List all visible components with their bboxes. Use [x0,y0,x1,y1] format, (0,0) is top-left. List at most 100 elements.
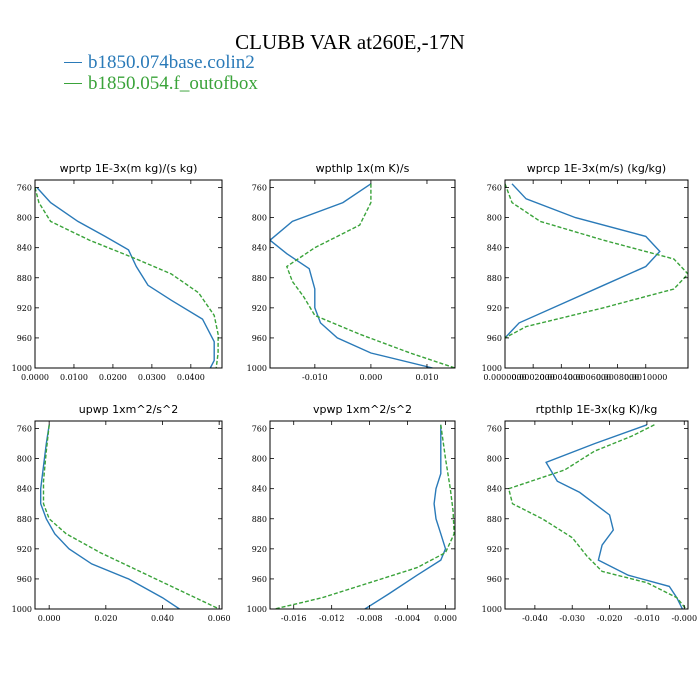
y-tick-label: 960 [17,575,32,584]
chart-panel: upwp 1xm^2/s^2 760 800 840 880 920 960 1000 0.00… [12,403,231,623]
x-tick-label: -0.000 [671,614,697,623]
chart-panel: wprtp 1E-3x(m kg)/(s kg) 760 800 840 880 920 9… [12,162,223,382]
y-tick-label: 840 [17,244,32,253]
plot-frame [34,179,223,369]
y-tick-label: 840 [252,244,267,253]
x-tick-label: 0.040 [151,614,174,623]
y-tick-label: 960 [252,575,267,584]
y-tick-label: 960 [17,334,32,343]
figure-title: CLUBB VAR at260E,-17N [235,30,465,54]
series-line [270,183,433,368]
legend-label: b1850.054.f_outofbox [88,73,258,94]
x-tick-label: 0.060 [208,614,231,623]
x-tick-label: 0.0000 [21,373,49,382]
y-tick-label: 880 [252,515,267,524]
plot-frame [269,420,456,610]
series-line [545,424,684,609]
y-tick-label: 1000 [12,605,32,614]
x-tick-label: 0.0300 [138,373,166,382]
x-tick-label: -0.008 [357,614,383,623]
x-tick-label: 0.0002000 [512,373,555,382]
x-tick-label: -0.020 [597,614,623,623]
panel-title: wprtp 1E-3x(m kg)/(s kg) [60,162,198,175]
x-tick-label: 0.0400 [177,373,205,382]
legend: b1850.074base.colin2 b1850.054.f_outofbo… [64,52,258,94]
chart-panel: rtpthlp 1E-3x(kg K)/kg 760 800 840 880 920 960… [482,403,697,623]
y-tick-label: 840 [487,244,502,253]
x-tick-label: -0.012 [319,614,345,623]
series-line [364,424,447,609]
series-line [505,183,688,339]
x-tick-label: 0.010 [416,373,439,382]
y-tick-label: 1000 [247,605,267,614]
y-tick-label: 760 [252,184,267,193]
panel-title: rtpthlp 1E-3x(kg K)/kg [536,403,658,416]
panel-title: wprcp 1E-3x(m/s) (kg/kg) [527,162,666,175]
x-tick-label: 0.0006000 [568,373,611,382]
y-tick-label: 920 [17,545,32,554]
legend-item: b1850.054.f_outofbox [64,73,258,94]
y-tick-label: 920 [487,304,502,313]
chart-panel: vpwp 1xm^2/s^2 760 800 840 880 920 960 1000 -0.0… [247,403,457,623]
legend-swatch-green [64,83,82,84]
x-tick-label: -0.030 [559,614,585,623]
x-tick-label: 0.020 [94,614,117,623]
series-line [36,187,215,368]
y-tick-label: 800 [252,455,267,464]
panel-title: vpwp 1xm^2/s^2 [313,403,412,416]
panel-title: upwp 1xm^2/s^2 [79,403,179,416]
y-tick-label: 760 [17,425,32,434]
x-tick-label: 0.0100 [60,373,88,382]
plot-frame [269,179,456,369]
y-tick-label: 760 [252,425,267,434]
y-tick-label: 760 [487,425,502,434]
y-tick-label: 840 [252,485,267,494]
x-tick-label: 0.0000000 [483,373,526,382]
y-tick-label: 800 [17,455,32,464]
y-tick-label: 880 [17,515,32,524]
y-tick-label: 960 [252,334,267,343]
chart-panel: wprcp 1E-3x(m/s) (kg/kg) 760 800 840 880 920 9… [482,162,689,382]
y-tick-label: 800 [17,214,32,223]
y-tick-label: 880 [252,274,267,283]
y-tick-label: 920 [487,545,502,554]
y-tick-label: 840 [17,485,32,494]
y-tick-label: 920 [17,304,32,313]
plot-frame [504,420,689,610]
y-tick-label: 920 [252,545,267,554]
y-tick-label: 920 [252,304,267,313]
y-tick-label: 800 [487,455,502,464]
x-tick-label: -0.004 [395,614,421,623]
series-line [35,187,219,368]
chart-panel: wpthlp 1x(m K)/s 760 800 840 880 920 960 1000 -0… [247,162,456,382]
y-tick-label: 800 [487,214,502,223]
y-tick-label: 880 [17,274,32,283]
y-tick-label: 760 [17,184,32,193]
series-line [507,424,687,609]
y-tick-label: 1000 [247,364,267,373]
series-line [40,424,180,609]
x-tick-label: 0.0004000 [540,373,583,382]
y-tick-label: 880 [487,515,502,524]
y-tick-label: 880 [487,274,502,283]
y-tick-label: 800 [252,214,267,223]
x-tick-label: 0.000 [359,373,382,382]
x-tick-label: 0.000 [434,614,457,623]
y-tick-label: 1000 [482,364,502,373]
x-tick-label: 0.0200 [99,373,127,382]
series-line [42,424,220,609]
y-tick-label: 760 [487,184,502,193]
x-tick-label: -0.016 [281,614,307,623]
x-tick-label: -0.040 [522,614,548,623]
plot-frame [504,179,689,369]
series-line [505,183,661,339]
x-tick-label: -0.010 [634,614,660,623]
legend-swatch-blue [64,62,82,63]
panel-title: wpthlp 1x(m K)/s [316,162,410,175]
plot-frame [34,420,223,610]
x-tick-label: 0.0008000 [596,373,639,382]
y-tick-label: 960 [487,334,502,343]
y-tick-label: 1000 [482,605,502,614]
x-tick-label: 0.000 [38,614,61,623]
